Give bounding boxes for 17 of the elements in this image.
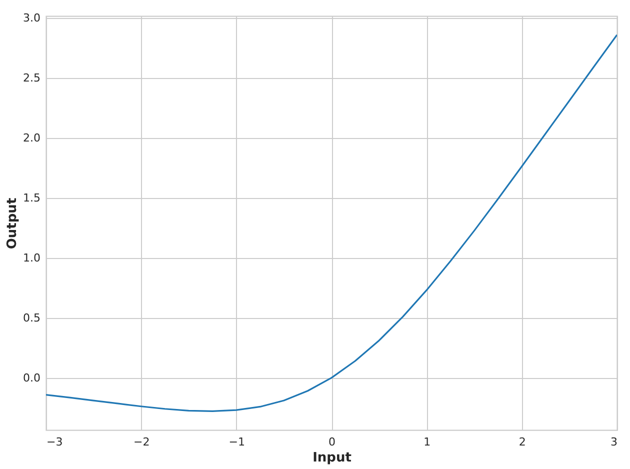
y-axis-title: Output — [5, 198, 20, 250]
x-tick-label: −3 — [46, 436, 63, 448]
y-tick-label: 2.0 — [23, 131, 40, 144]
x-tick-label: 3 — [610, 436, 618, 448]
y-tick-label: 0.0 — [23, 371, 40, 384]
x-tick-label: 1 — [424, 436, 431, 448]
x-tick-label: 2 — [518, 436, 526, 448]
y-tick-label: 1.0 — [23, 251, 40, 264]
y-tick-label: 0.5 — [23, 311, 40, 324]
x-tick-label: −1 — [228, 436, 245, 448]
x-tick-label: 0 — [328, 436, 336, 448]
x-axis-title: Input — [312, 450, 352, 466]
x-tick-label: −2 — [134, 436, 150, 448]
y-tick-label: 1.5 — [23, 191, 40, 204]
y-tick-label: 3.0 — [23, 11, 40, 24]
y-tick-label: 2.5 — [23, 71, 40, 84]
line-series — [46, 34, 617, 412]
